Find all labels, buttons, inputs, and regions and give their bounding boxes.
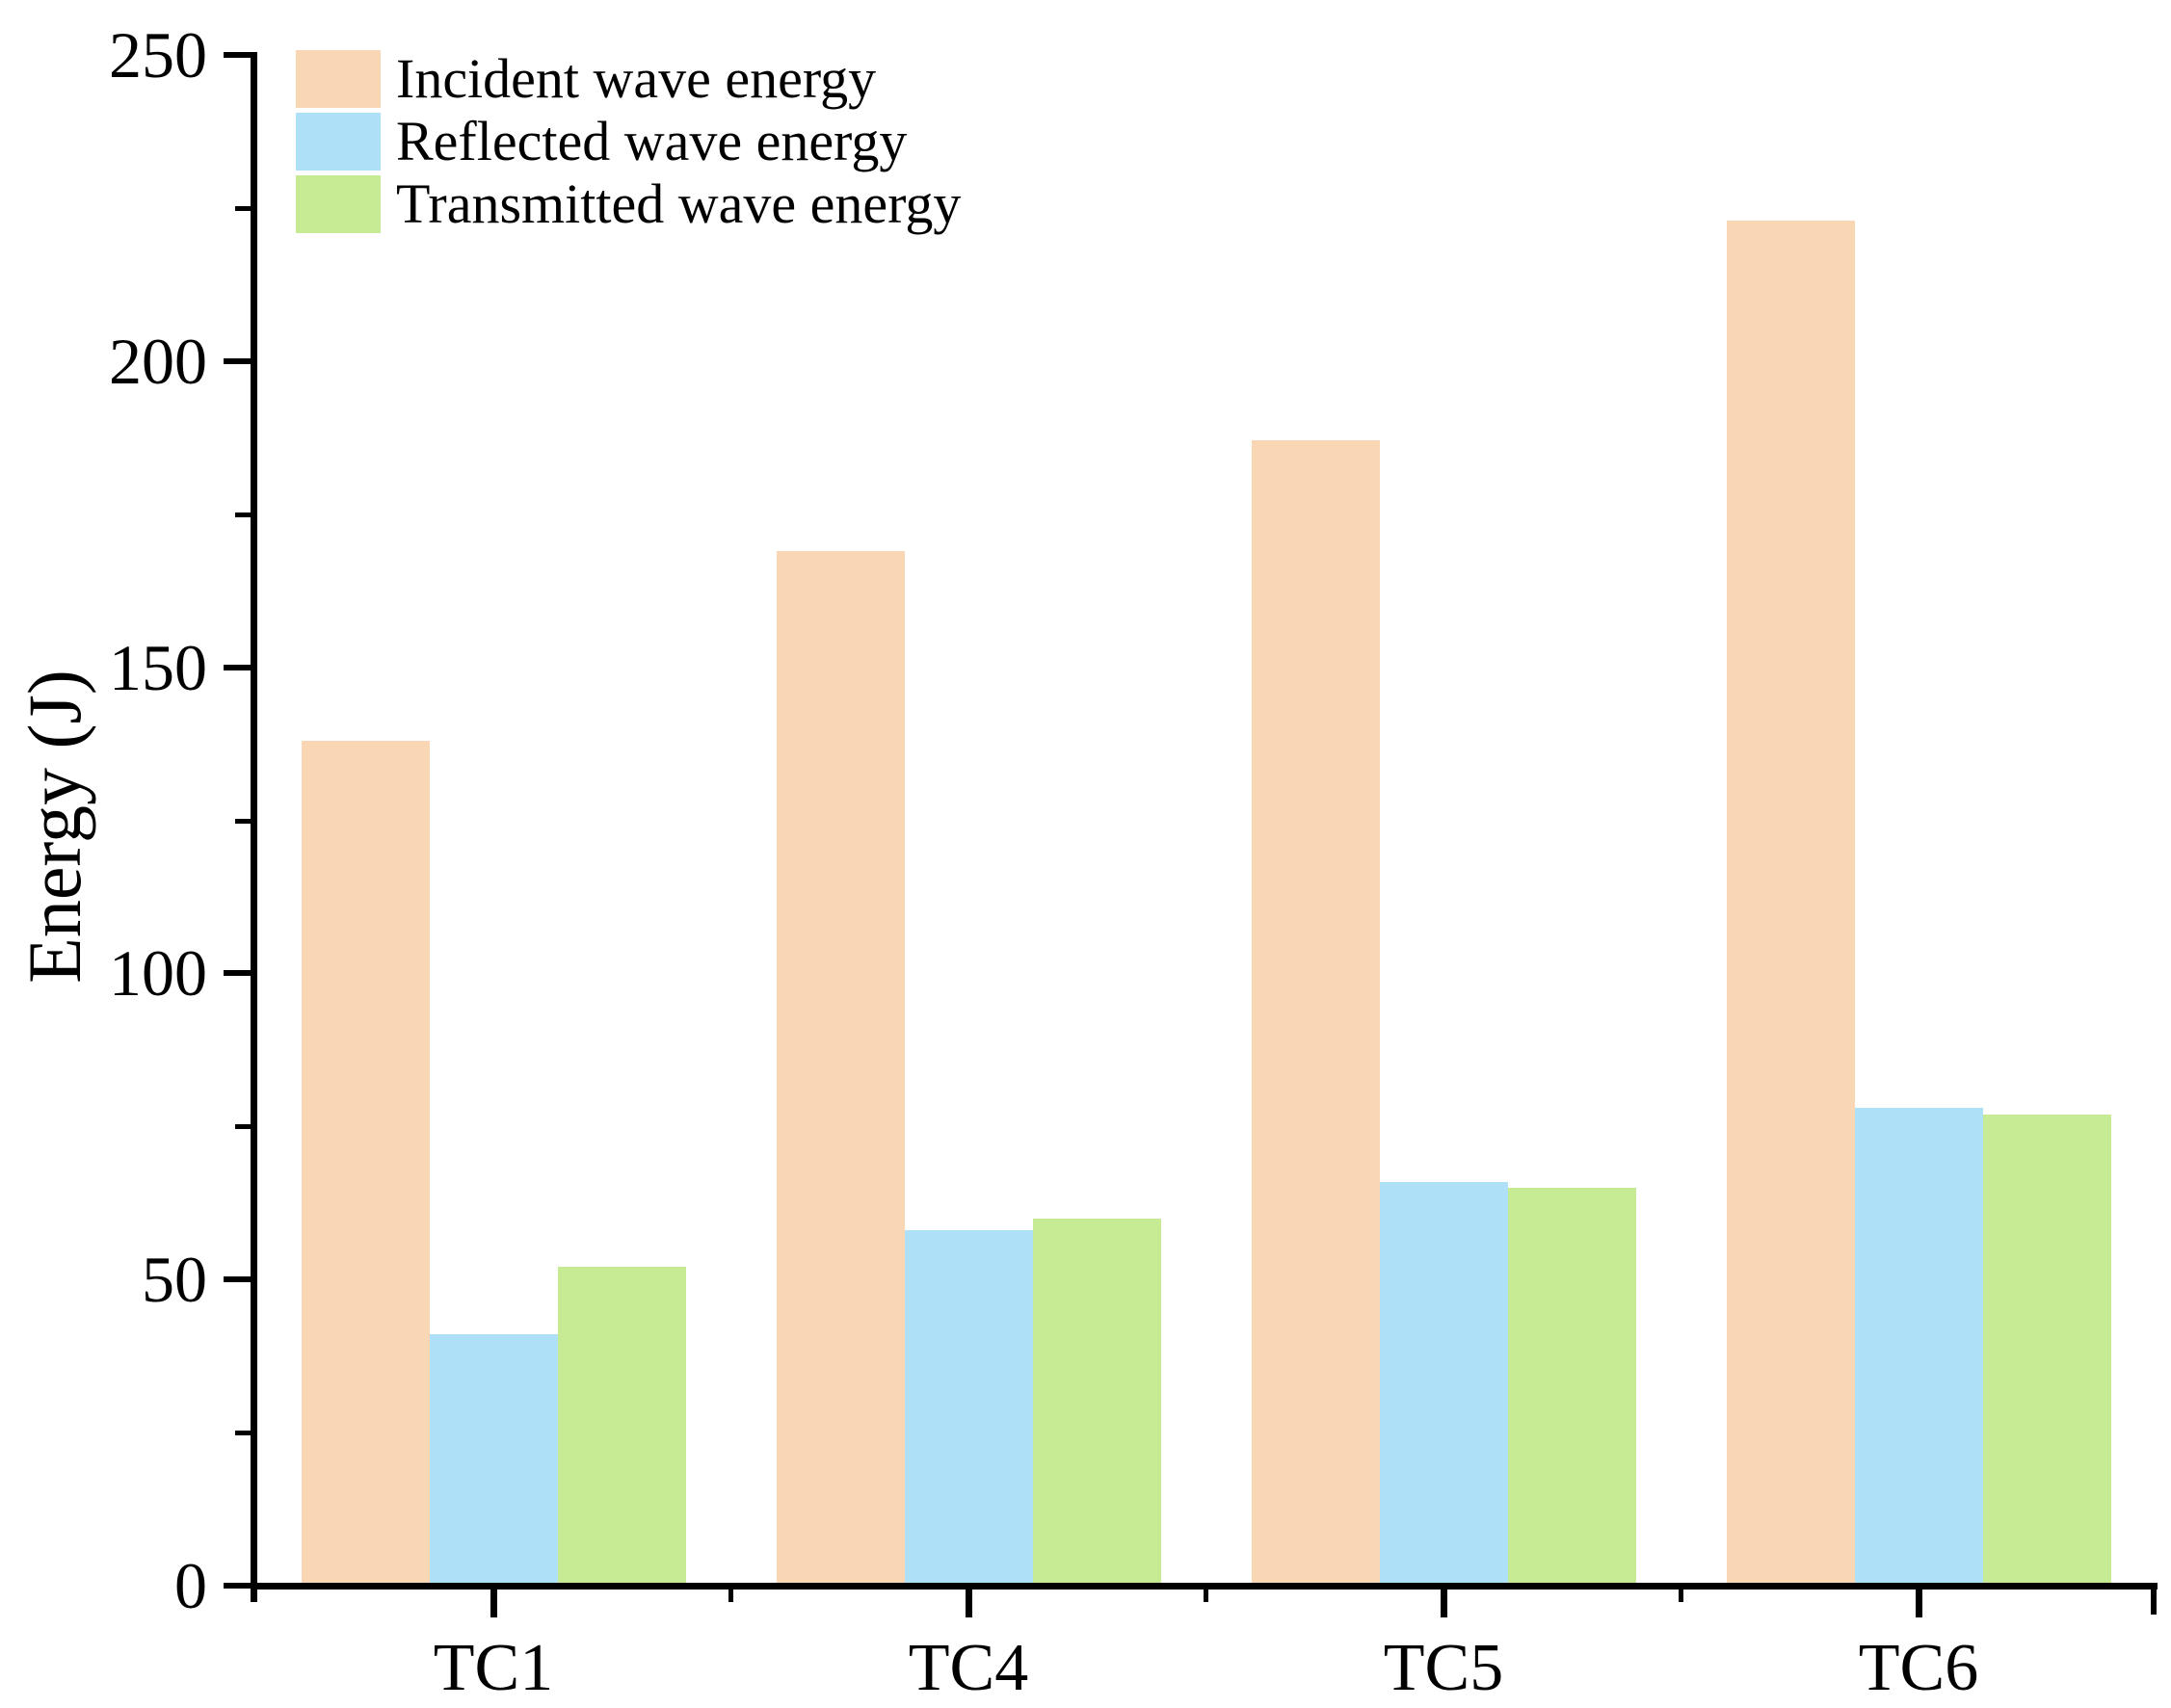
legend-swatch-incident xyxy=(296,50,381,108)
y-major-tick-250 xyxy=(224,52,253,58)
legend-row-2: Transmitted wave energy xyxy=(296,175,961,233)
bar-tc5-incident xyxy=(1251,440,1380,1586)
x-tick-label-tc5: TC5 xyxy=(1383,1631,1504,1705)
x-tick-label-tc4: TC4 xyxy=(908,1631,1029,1705)
bar-tc4-reflected xyxy=(904,1230,1033,1586)
y-major-tick-100 xyxy=(224,970,253,977)
bar-tc6-transmitted xyxy=(1982,1114,2111,1586)
bar-tc6-incident xyxy=(1726,220,1855,1586)
x-tick-tc6 xyxy=(1915,1589,1922,1617)
bar-tc1-incident xyxy=(301,740,430,1586)
legend-swatch-reflected xyxy=(296,113,381,171)
legend-label-reflected: Reflected wave energy xyxy=(396,110,908,172)
legend-label-incident: Incident wave energy xyxy=(396,47,877,110)
x-tick-tc1 xyxy=(490,1589,497,1617)
y-minor-tick-125 xyxy=(235,818,253,824)
y-major-tick-50 xyxy=(224,1276,253,1283)
y-tick-label-100: 100 xyxy=(109,936,207,1011)
y-major-tick-0 xyxy=(224,1583,253,1589)
y-minor-tick-225 xyxy=(235,205,253,211)
x-tick-label-tc6: TC6 xyxy=(1858,1631,1979,1705)
x-tick-tc5 xyxy=(1440,1589,1447,1617)
y-tick-label-0: 0 xyxy=(174,1549,207,1622)
y-minor-tick-175 xyxy=(235,512,253,517)
x-tick-label-tc1: TC1 xyxy=(433,1631,554,1705)
y-tick-label-200: 200 xyxy=(109,324,207,398)
y-major-tick-200 xyxy=(224,357,253,364)
y-minor-tick-75 xyxy=(235,1124,253,1130)
x-axis-end-tick xyxy=(2151,1586,2157,1615)
legend-swatch-transmitted xyxy=(296,175,381,233)
legend-row-0: Incident wave energy xyxy=(296,50,961,108)
legend: Incident wave energy Reflected wave energ… xyxy=(296,50,961,238)
x-axis-line xyxy=(250,1582,2158,1590)
x-minor-tick-2 xyxy=(1679,1589,1683,1602)
y-axis-line xyxy=(250,52,257,1602)
y-tick-label-150: 150 xyxy=(109,630,207,704)
x-minor-tick-0 xyxy=(728,1589,733,1602)
bar-tc5-reflected xyxy=(1379,1181,1508,1586)
bar-tc4-incident xyxy=(776,550,905,1586)
bar-tc4-transmitted xyxy=(1032,1218,1161,1586)
x-tick-tc4 xyxy=(965,1589,972,1617)
bar-tc5-transmitted xyxy=(1507,1187,1636,1586)
x-minor-tick-1 xyxy=(1204,1589,1208,1602)
legend-label-transmitted: Transmitted wave energy xyxy=(396,172,962,235)
y-tick-label-250: 250 xyxy=(109,18,207,92)
y-minor-tick-25 xyxy=(235,1431,253,1436)
legend-row-1: Reflected wave energy xyxy=(296,113,961,171)
bar-tc6-reflected xyxy=(1854,1108,1983,1586)
y-major-tick-150 xyxy=(224,664,253,670)
y-tick-label-50: 50 xyxy=(142,1243,207,1317)
bar-tc1-reflected xyxy=(429,1334,558,1586)
bar-tc1-transmitted xyxy=(557,1267,686,1586)
